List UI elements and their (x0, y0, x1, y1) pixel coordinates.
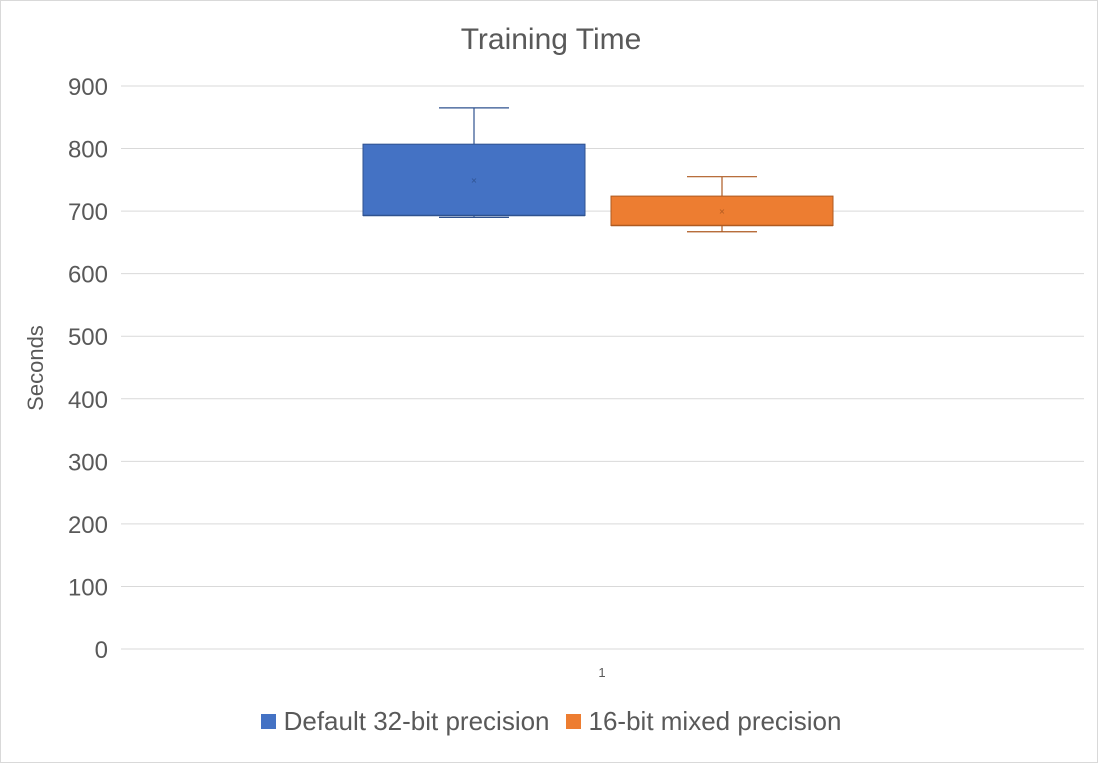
legend-item: 16-bit mixed precision (565, 705, 842, 737)
y-axis-title: Seconds (23, 325, 48, 411)
mean-marker: × (471, 176, 478, 185)
legend-item: Default 32-bit precision (260, 705, 550, 737)
y-tick-label: 0 (95, 637, 108, 664)
legend-label: 16-bit mixed precision (588, 705, 842, 736)
legend-swatch (565, 713, 581, 729)
y-tick-label: 100 (68, 574, 108, 601)
box-series-1: × (610, 176, 834, 233)
y-tick-label: 500 (68, 324, 108, 351)
mean-marker: × (719, 207, 726, 216)
chart-title: Training Time (461, 23, 642, 56)
y-tick-label: 700 (68, 199, 108, 226)
box-plot-chart: Training Time 0 100 200 300 400 500 600 700 800 9… (23, 23, 1084, 680)
box (362, 143, 586, 216)
y-axis-ticks: 0 100 200 300 400 500 600 700 800 900 (68, 74, 108, 664)
x-axis-categories: 1 (598, 665, 605, 680)
legend-swatch (260, 713, 276, 729)
box (610, 195, 834, 226)
legend: Default 32-bit precision 16-bit mixed pre… (1, 701, 1100, 741)
y-tick-label: 900 (68, 74, 108, 101)
y-tick-label: 400 (68, 387, 108, 414)
x-category-label: 1 (598, 665, 605, 680)
y-tick-label: 600 (68, 262, 108, 289)
box-series-0: × (362, 107, 586, 218)
legend-label: Default 32-bit precision (283, 705, 550, 736)
y-tick-label: 800 (68, 137, 108, 164)
y-tick-label: 200 (68, 512, 108, 539)
boxes: ×× (362, 107, 834, 233)
y-tick-label: 300 (68, 449, 108, 476)
gridlines (121, 85, 1084, 650)
